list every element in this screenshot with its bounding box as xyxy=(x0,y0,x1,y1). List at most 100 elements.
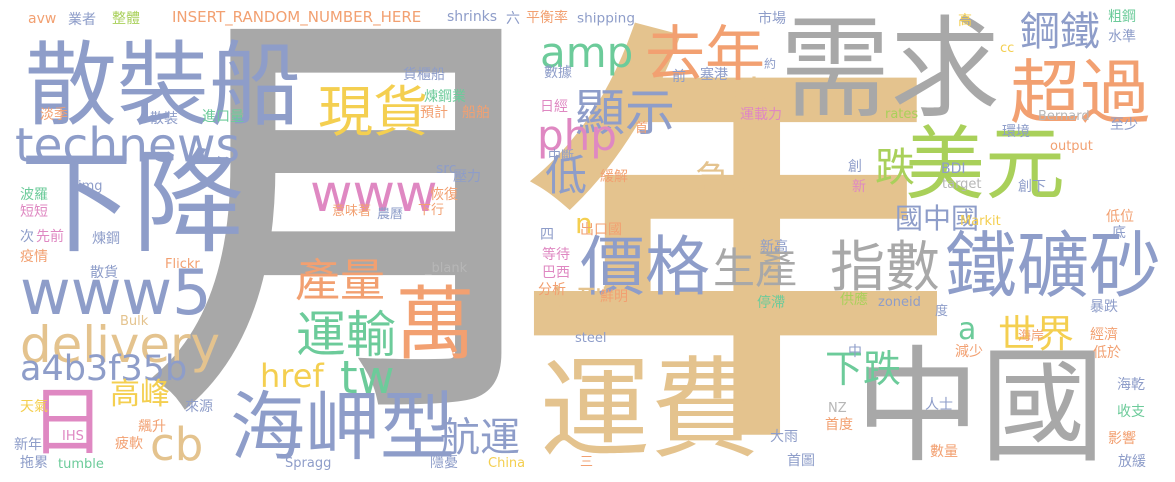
cloud-word: 天氣 xyxy=(20,399,48,415)
cloud-word: www xyxy=(310,164,438,224)
cloud-word: 隱憂 xyxy=(430,455,458,471)
cloud-word: 新 xyxy=(852,179,866,195)
cloud-word: 散裝 xyxy=(150,111,178,127)
cloud-word: 運輸 xyxy=(296,306,396,364)
cloud-word: ck xyxy=(730,72,770,112)
cloud-word: 數據 xyxy=(544,65,572,81)
cloud-word: 鐵礦砂 xyxy=(945,224,1162,308)
cloud-word: China xyxy=(488,456,526,471)
cloud-word: output xyxy=(1050,139,1093,154)
cloud-word: 收支 xyxy=(1117,404,1145,420)
cloud-word: Spragg xyxy=(285,456,332,471)
cloud-word: 來源 xyxy=(185,399,213,415)
cloud-word: 去年 xyxy=(645,20,765,90)
cloud-word: 需求 xyxy=(780,5,1001,134)
cloud-word: 巴西 xyxy=(542,265,570,281)
cloud-word: 月 xyxy=(150,0,570,466)
cloud-word: 高 xyxy=(958,13,972,29)
cloud-word: a4b3f35b xyxy=(20,349,188,389)
cloud-word: 首圖 xyxy=(787,453,815,469)
cloud-word: 恢復 xyxy=(430,187,458,203)
cloud-word: 粗鋼 xyxy=(1108,9,1136,25)
cloud-word: 前 xyxy=(672,69,686,85)
cloud-word: 數量 xyxy=(930,444,958,460)
cloud-word: 水準 xyxy=(1108,29,1136,45)
cloud-word: 供應 xyxy=(840,292,868,308)
cloud-word: cc xyxy=(1000,41,1015,56)
cloud-word: 船舶 xyxy=(462,105,490,121)
cloud-word: 首 xyxy=(635,121,649,136)
cloud-word: 至少 xyxy=(1110,117,1138,133)
cloud-word: 中國 xyxy=(855,335,1105,480)
cloud-word: 創下 xyxy=(1018,179,1046,195)
cloud-word: 中 xyxy=(848,344,862,360)
cloud-word: 低 xyxy=(545,151,588,200)
cloud-word: 人士 xyxy=(925,397,953,413)
cloud-word: amp xyxy=(540,28,634,77)
cloud-word: 環境 xyxy=(1002,124,1030,140)
cloud-word: 急劇 xyxy=(695,160,766,200)
cloud-word: shrinks xyxy=(447,9,498,25)
cloud-word: 高峰 xyxy=(110,377,170,412)
cloud-word: 預計 xyxy=(420,105,448,121)
cloud-word: 放緩 xyxy=(1118,454,1146,470)
cloud-word: 航運 xyxy=(440,415,520,461)
cloud-word: 業者 xyxy=(68,12,96,28)
cloud-word: 市場 xyxy=(758,11,786,27)
cloud-word: 拖累 xyxy=(20,455,48,471)
cloud-word: 低位 xyxy=(1106,209,1134,225)
cloud-word: 約 xyxy=(764,57,777,71)
cloud-word: 暴跌 xyxy=(1090,299,1118,315)
cloud-word: 現貨 xyxy=(318,80,428,144)
cloud-word: 價格 xyxy=(580,230,711,305)
cloud-word: 短短 xyxy=(20,204,48,220)
cloud-word: 四 xyxy=(540,227,554,243)
cloud-word: 海岬型 xyxy=(230,383,456,471)
cloud-word: _blank xyxy=(425,261,468,276)
cloud-word: 經濟 xyxy=(1090,327,1118,343)
cloud-word: 創 xyxy=(848,159,862,175)
cloud-word: 出口國 xyxy=(580,222,622,238)
cloud-word: 美元 xyxy=(905,118,1065,211)
cloud-word: 海乾 xyxy=(1117,377,1145,393)
cloud-word: 超過 xyxy=(1010,52,1150,134)
cloud-word: 疫情 xyxy=(20,249,48,265)
cloud-word: 鮮明 xyxy=(600,289,628,305)
cloud-word: 農曆 xyxy=(377,207,404,222)
cloud-word: 飆升 xyxy=(138,419,166,435)
cloud-word: 中斷 xyxy=(548,149,575,164)
cloud-word: 下行 xyxy=(418,203,445,218)
cloud-word: 分析 xyxy=(538,282,566,298)
cloud-word: img xyxy=(78,179,103,194)
cloud-word: 三 xyxy=(580,455,594,470)
cloud-word: target xyxy=(942,177,982,192)
cloud-word: 國中國 xyxy=(895,202,980,235)
cloud-word: shipping xyxy=(577,11,635,27)
cloud-word: 平衡率 xyxy=(526,10,568,26)
cloud-word: 日 xyxy=(30,378,106,466)
cloud-word: href xyxy=(260,357,324,395)
cloud-word: 海岸 xyxy=(1018,329,1045,344)
cloud-word: 指數 xyxy=(830,235,940,299)
cloud-word: 大雨 xyxy=(770,429,798,445)
cloud-word: Markit xyxy=(960,214,1001,229)
cloud-word: cb xyxy=(150,418,204,471)
cloud-word: IHS xyxy=(62,429,84,444)
cloud-word: 散裝船 xyxy=(25,32,302,139)
cloud-word: 新高 xyxy=(760,239,788,255)
cloud-word: 日經 xyxy=(540,99,568,115)
cloud-word: 大型 xyxy=(540,285,611,325)
cloud-word: 低於 xyxy=(1093,345,1121,361)
cloud-word: steel xyxy=(575,331,607,346)
cloud-word: 世界 xyxy=(998,312,1075,356)
cloud-word: php xyxy=(537,111,617,160)
cloud-word: tw xyxy=(340,351,395,404)
cloud-word: src xyxy=(436,161,457,177)
cloud-word: 影響 xyxy=(1108,431,1136,447)
cloud-word: a xyxy=(958,312,977,347)
cloud-word: INSERT_RANDOM_NUMBER_HERE xyxy=(172,8,422,26)
cloud-word: 下降 xyxy=(20,138,245,269)
cloud-word: 煉鋼業 xyxy=(424,89,466,105)
cloud-word: 疲軟 xyxy=(115,436,143,452)
